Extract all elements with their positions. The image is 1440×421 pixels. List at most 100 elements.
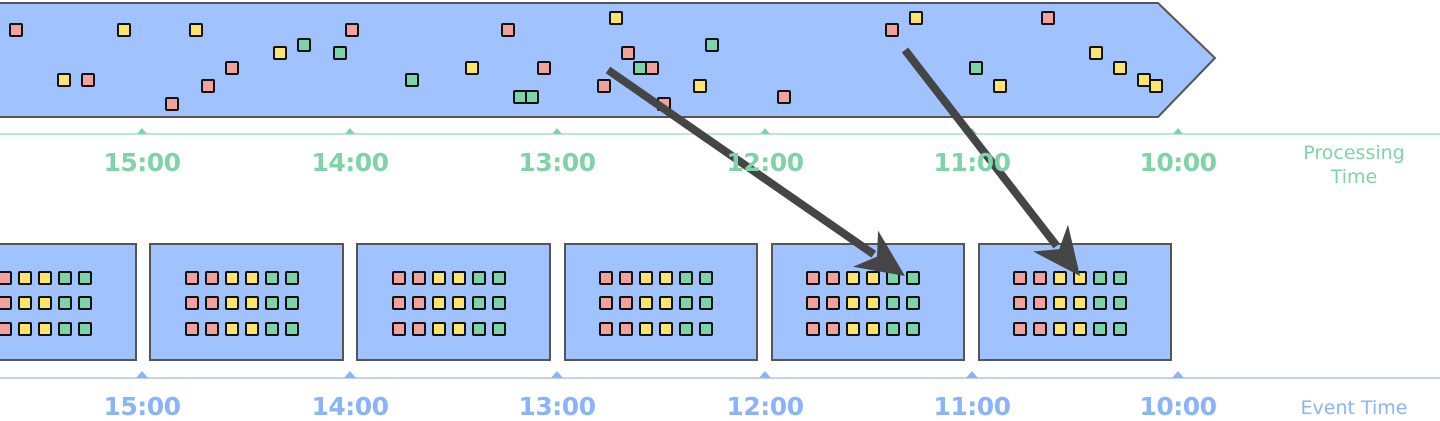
event-square <box>185 322 199 336</box>
event-square <box>245 322 259 336</box>
event-square <box>826 322 840 336</box>
event-time-windows <box>0 243 1172 361</box>
event-square <box>225 271 239 285</box>
event-square <box>699 322 713 336</box>
event-square <box>699 271 713 285</box>
event-square <box>465 61 479 75</box>
event-square <box>18 271 32 285</box>
event-tick-mark <box>759 371 771 378</box>
event-square <box>777 90 791 104</box>
event-square <box>993 79 1007 93</box>
event-square <box>639 296 653 310</box>
event-square <box>1093 322 1107 336</box>
event-square <box>1033 322 1047 336</box>
processing-time-title: Processing Time <box>1303 142 1405 188</box>
event-square <box>1073 296 1087 310</box>
event-square <box>18 322 32 336</box>
event-square <box>1149 79 1163 93</box>
arrow-head <box>853 230 905 276</box>
event-square <box>38 322 52 336</box>
event-square <box>621 46 635 60</box>
event-square <box>679 296 693 310</box>
event-square <box>846 322 860 336</box>
event-square <box>693 79 707 93</box>
event-square <box>1053 271 1067 285</box>
event-square <box>285 271 299 285</box>
event-square <box>1073 322 1087 336</box>
event-square <box>619 322 633 336</box>
processing-stream-band <box>0 2 1217 118</box>
event-square <box>452 322 466 336</box>
processing-tick-label: 12:00 <box>726 148 804 177</box>
event-square <box>846 296 860 310</box>
event-square <box>345 23 359 37</box>
event-square <box>189 23 203 37</box>
event-square <box>1113 296 1127 310</box>
event-square <box>1033 271 1047 285</box>
event-square <box>392 322 406 336</box>
event-square <box>1013 322 1027 336</box>
event-square <box>225 61 239 75</box>
event-square <box>81 73 95 87</box>
event-square <box>679 271 693 285</box>
event-square <box>58 322 72 336</box>
event-square <box>0 322 12 336</box>
event-square <box>885 23 899 37</box>
event-square <box>806 271 820 285</box>
event-square <box>392 296 406 310</box>
event-tick-label: 15:00 <box>103 392 181 421</box>
event-square <box>1093 271 1107 285</box>
event-square <box>1053 296 1067 310</box>
arrow-shaft <box>901 47 1060 249</box>
event-square <box>265 322 279 336</box>
event-square <box>185 296 199 310</box>
event-square <box>452 271 466 285</box>
event-square <box>185 271 199 285</box>
event-square <box>225 322 239 336</box>
event-square <box>619 271 633 285</box>
event-tick-label: 10:00 <box>1139 392 1217 421</box>
event-square <box>909 11 923 25</box>
event-square <box>1013 296 1027 310</box>
event-square <box>78 296 92 310</box>
event-square <box>333 46 347 60</box>
event-square <box>679 322 693 336</box>
mapping-arrows <box>605 47 1080 276</box>
event-tick-label: 12:00 <box>726 392 804 421</box>
event-square <box>886 296 900 310</box>
event-square <box>392 271 406 285</box>
event-square <box>906 271 920 285</box>
event-tick-mark <box>136 371 148 378</box>
event-tick-label: 11:00 <box>933 392 1011 421</box>
event-square <box>906 322 920 336</box>
event-square <box>619 296 633 310</box>
event-square <box>866 271 880 285</box>
processing-tick-mark <box>1173 128 1183 134</box>
event-square <box>1137 73 1151 87</box>
event-square <box>57 73 71 87</box>
event-square <box>537 61 551 75</box>
event-square <box>1073 271 1087 285</box>
event-square <box>58 271 72 285</box>
event-square <box>412 322 426 336</box>
event-square <box>432 296 446 310</box>
event-square <box>705 38 719 52</box>
event-square <box>1089 46 1103 60</box>
event-square <box>645 61 659 75</box>
event-square <box>58 296 72 310</box>
event-square <box>806 322 820 336</box>
event-square <box>9 23 23 37</box>
event-square <box>225 296 239 310</box>
processing-tick-mark <box>137 128 147 134</box>
event-square <box>245 271 259 285</box>
event-square <box>492 322 506 336</box>
event-square <box>806 296 820 310</box>
event-square <box>609 11 623 25</box>
event-square <box>492 271 506 285</box>
event-tick-label: 13:00 <box>518 392 596 421</box>
event-square <box>405 73 419 87</box>
event-square <box>472 271 486 285</box>
event-square <box>639 322 653 336</box>
event-square <box>165 97 179 111</box>
processing-tick-mark <box>552 128 562 134</box>
